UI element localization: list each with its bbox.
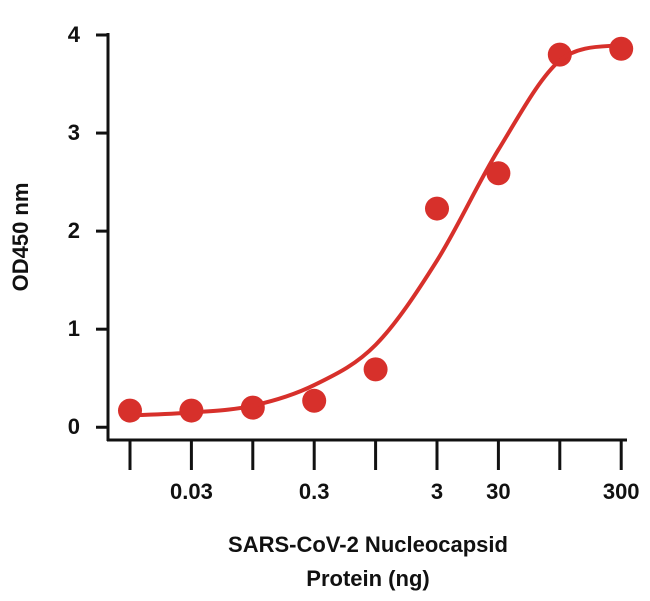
y-tick-label: 2 xyxy=(68,218,80,243)
x-tick-label: 0.03 xyxy=(170,479,213,504)
y-tick-label: 3 xyxy=(68,120,80,145)
data-point xyxy=(425,196,449,221)
fit-curve xyxy=(129,42,622,418)
x-tick-label: 300 xyxy=(603,479,640,504)
y-tick-label: 1 xyxy=(68,316,80,341)
x-tick-label: 30 xyxy=(486,479,510,504)
data-point xyxy=(118,398,142,423)
x-tick-label: 0.3 xyxy=(299,479,330,504)
data-point xyxy=(363,357,388,382)
x-tick-label: 3 xyxy=(431,479,443,504)
y-tick-label: 4 xyxy=(68,22,81,47)
data-point xyxy=(486,161,511,186)
y-tick-label: 0 xyxy=(68,414,80,439)
x-axis-title: SARS-CoV-2 Nucleocapsid xyxy=(228,532,508,557)
x-axis-title: Protein (ng) xyxy=(306,566,429,591)
y-axis-title: OD450 nm xyxy=(8,183,33,292)
data-point xyxy=(302,388,327,413)
data-point xyxy=(547,42,572,67)
data-point xyxy=(609,36,634,61)
